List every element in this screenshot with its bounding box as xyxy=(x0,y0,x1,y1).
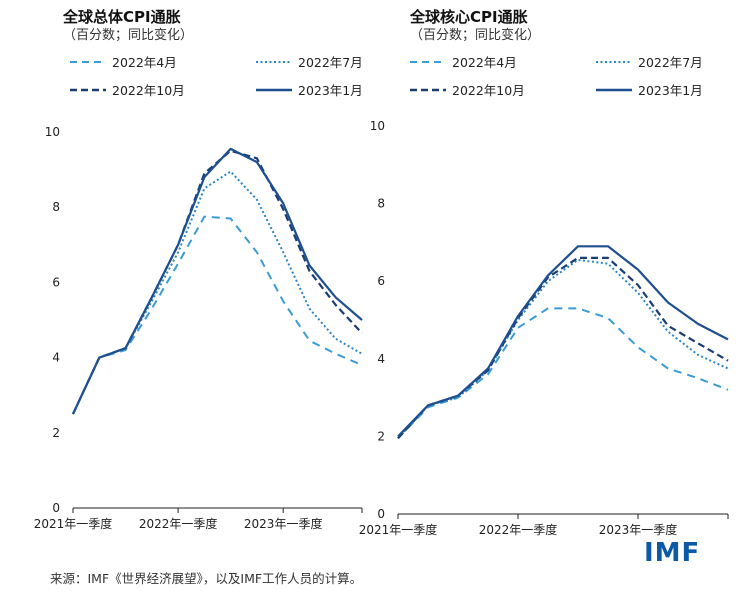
right-legend-item-jan2023: 2023年1月 xyxy=(596,80,703,99)
left-chart-title: 全球总体CPI通胀 xyxy=(63,8,181,26)
left-y-tick-label: 2 xyxy=(52,426,60,440)
legend-swatch-dashed-icon xyxy=(70,60,106,63)
right-chart-subtitle: （百分数；同比变化） xyxy=(410,28,541,43)
legend-swatch-heavy-dashed-icon xyxy=(70,88,106,91)
right-series-dotted xyxy=(397,258,729,439)
right-y-tick-label: 8 xyxy=(377,197,385,211)
left-y-tick-label: 10 xyxy=(45,125,60,139)
legend-label: 2022年10月 xyxy=(452,83,525,98)
left-x-tick-label: 2022年一季度 xyxy=(139,516,218,531)
left-series-dashed-heavy xyxy=(72,149,363,415)
right-legend-item-apr2022: 2022年4月 xyxy=(410,52,517,71)
legend-swatch-dotted-icon xyxy=(256,60,292,63)
left-chart-subtitle: （百分数；同比变化） xyxy=(63,28,194,43)
legend-swatch-dotted-icon xyxy=(596,60,632,63)
right-series-dashed-heavy xyxy=(397,256,729,440)
legend-label: 2023年1月 xyxy=(298,83,363,98)
right-x-tick-label: 2023年一季度 xyxy=(599,522,678,537)
legend-label: 2022年7月 xyxy=(298,55,363,70)
right-legend-item-jul2022: 2022年7月 xyxy=(596,52,703,71)
left-y-tick-label: 4 xyxy=(52,351,60,365)
left-y-tick-label: 8 xyxy=(52,200,60,214)
legend-label: 2022年7月 xyxy=(638,55,703,70)
cpi-charts: 0 2 4 6 8 10 2021年一季度 2022年一季度 2023年一季度 0 2 4 6 8 10 20… xyxy=(34,119,729,537)
legend-label: 2022年4月 xyxy=(452,55,517,70)
right-x-tick-label: 2021年一季度 xyxy=(359,522,438,537)
right-x-tick-label: 2022年一季度 xyxy=(479,522,558,537)
left-series-solid xyxy=(72,147,363,415)
left-legend-item-jul2022: 2022年7月 xyxy=(256,52,363,71)
right-chart-title: 全球核心CPI通胀 xyxy=(410,8,528,26)
left-x-tick-label: 2023年一季度 xyxy=(244,516,323,531)
right-y-tick-label: 10 xyxy=(370,119,385,133)
legend-label: 2022年10月 xyxy=(112,83,185,98)
legend-label: 2022年4月 xyxy=(112,55,177,70)
imf-logo: IMF xyxy=(644,538,701,568)
left-y-tick-label: 0 xyxy=(52,501,60,515)
legend-swatch-heavy-dashed-icon xyxy=(410,88,446,91)
legend-swatch-dashed-icon xyxy=(410,60,446,63)
left-y-tick-label: 6 xyxy=(52,275,60,289)
left-legend-item-apr2022: 2022年4月 xyxy=(70,52,177,71)
right-series-solid xyxy=(397,245,729,438)
right-y-tick-label: 6 xyxy=(377,274,385,288)
right-series-dashed xyxy=(397,307,729,439)
right-y-tick-label: 4 xyxy=(377,352,385,366)
left-legend-item-jan2023: 2023年1月 xyxy=(256,80,363,99)
legend-swatch-solid-icon xyxy=(256,88,292,91)
right-y-tick-label: 2 xyxy=(377,429,385,443)
left-x-tick-label: 2021年一季度 xyxy=(34,516,113,531)
source-note: 来源：IMF《世界经济展望》，以及IMF工作人员的计算。 xyxy=(50,571,363,586)
legend-swatch-solid-icon xyxy=(596,88,632,91)
left-series-dashed xyxy=(72,215,363,415)
legend-label: 2023年1月 xyxy=(638,83,703,98)
right-y-tick-label: 0 xyxy=(377,507,385,521)
left-series-dotted xyxy=(72,170,363,415)
right-legend-item-oct2022: 2022年10月 xyxy=(410,80,525,99)
left-legend-item-oct2022: 2022年10月 xyxy=(70,80,185,99)
